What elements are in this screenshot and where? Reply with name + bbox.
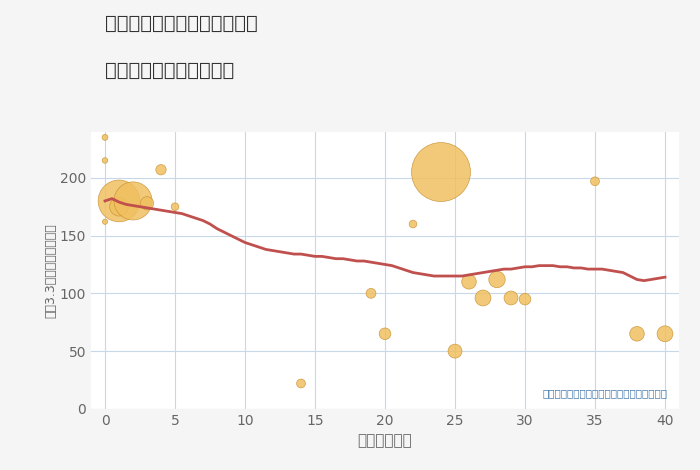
Point xyxy=(127,197,139,205)
Point xyxy=(659,330,671,337)
Point xyxy=(463,278,475,286)
Point xyxy=(169,203,181,211)
Point xyxy=(113,197,125,205)
Point xyxy=(295,380,307,387)
Point xyxy=(519,295,531,303)
Point xyxy=(379,330,391,337)
Point xyxy=(99,133,111,141)
Point xyxy=(449,347,461,355)
Point xyxy=(589,178,601,185)
Text: 築年数別中古戸建て価格: 築年数別中古戸建て価格 xyxy=(105,61,235,80)
Point xyxy=(631,330,643,337)
Point xyxy=(99,157,111,164)
Point xyxy=(435,168,447,176)
Point xyxy=(477,294,489,302)
Text: 神奈川県川崎市幸区新小倉の: 神奈川県川崎市幸区新小倉の xyxy=(105,14,258,33)
Point xyxy=(113,203,125,211)
Point xyxy=(505,294,517,302)
Point xyxy=(365,290,377,297)
Point xyxy=(141,199,153,207)
Point xyxy=(155,166,167,173)
X-axis label: 築年数（年）: 築年数（年） xyxy=(358,433,412,448)
Point xyxy=(491,276,503,283)
Y-axis label: 坪（3.3㎡）単価（万円）: 坪（3.3㎡）単価（万円） xyxy=(44,223,57,318)
Point xyxy=(407,220,419,228)
Text: 円の大きさは、取引のあった物件面積を示す: 円の大きさは、取引のあった物件面積を示す xyxy=(542,388,667,398)
Point xyxy=(99,218,111,226)
